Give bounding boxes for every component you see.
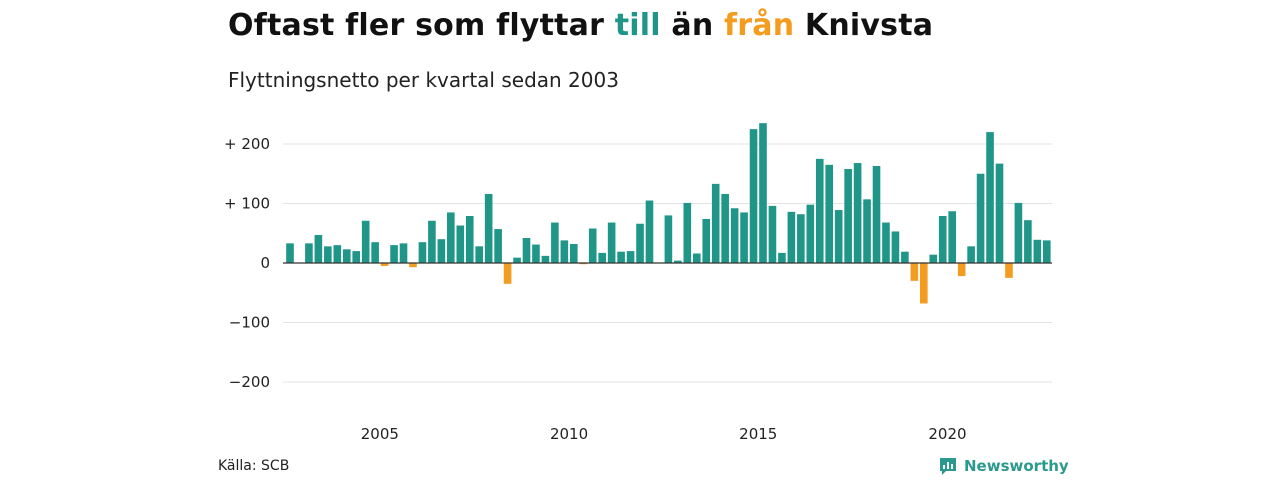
bar: [494, 229, 502, 263]
bar: [361, 220, 370, 263]
bar: [806, 204, 815, 263]
bar: [541, 255, 550, 263]
newsworthy-logo-icon: [940, 458, 956, 475]
bar: [465, 215, 474, 263]
bar: [778, 252, 786, 263]
y-tick-label: 0: [260, 254, 270, 272]
bar: [920, 263, 928, 304]
bar: [882, 222, 890, 263]
title-till: till: [614, 8, 661, 43]
title-text: Knivsta: [794, 8, 934, 43]
chart-title: Oftast fler som flyttar till än från Kni…: [228, 8, 933, 43]
bar: [333, 245, 342, 263]
bar: [484, 193, 493, 263]
bar: [844, 168, 852, 263]
bar: [380, 263, 389, 266]
bar: [1005, 263, 1013, 278]
bar: [976, 173, 985, 263]
bar: [938, 215, 947, 263]
bar: [342, 249, 351, 263]
bar: [418, 242, 427, 263]
bar: [390, 245, 398, 263]
bar: [456, 225, 465, 263]
bar: [1024, 220, 1032, 263]
bar: [815, 158, 824, 263]
bar: [513, 257, 521, 263]
bar: [986, 132, 994, 263]
bar: [721, 193, 729, 263]
bar: [768, 205, 777, 263]
bar: [787, 211, 796, 263]
bar: [872, 166, 881, 263]
brand-logo: Newsworthy: [938, 456, 1069, 476]
bar: [598, 252, 606, 263]
source-label: Källa: SCB: [218, 458, 290, 474]
bar: [626, 251, 635, 263]
x-tick-label: 2020: [928, 425, 966, 443]
bar: [1014, 202, 1023, 263]
bar: [617, 251, 625, 263]
y-tick-label: + 100: [224, 195, 270, 213]
bar: [834, 210, 843, 263]
bar: [711, 183, 720, 263]
bar: [607, 222, 616, 263]
title-text: Oftast fler som flyttar: [228, 8, 615, 43]
bar: [674, 260, 682, 263]
title-fran: från: [724, 8, 795, 43]
bar: [797, 214, 805, 263]
chart-subtitle: Flyttningsnetto per kvartal sedan 2003: [228, 68, 619, 92]
bar: [428, 220, 436, 263]
bar: [730, 208, 739, 263]
bar: [437, 239, 446, 263]
bar: [409, 263, 417, 268]
bar: [588, 228, 597, 263]
bar: [995, 163, 1004, 263]
bar: [957, 263, 966, 277]
bar: [636, 223, 644, 263]
bar: [532, 244, 540, 263]
y-tick-label: −100: [229, 314, 270, 332]
bar: [664, 215, 673, 263]
bar: [929, 254, 938, 263]
bar: [645, 200, 654, 263]
title-text: än: [660, 8, 725, 43]
bar: [551, 222, 559, 263]
bar: [901, 251, 909, 263]
bar: [371, 242, 379, 263]
bar: [475, 246, 483, 263]
bar: [503, 263, 512, 284]
brand-name: Newsworthy: [964, 457, 1069, 475]
bar: [305, 243, 313, 263]
bar-chart: + 200 + 100 0 −100 −200 2005 2010 2015 2020: [224, 123, 1052, 443]
bar: [749, 129, 758, 263]
bar: [286, 243, 294, 263]
bar: [522, 238, 531, 263]
bar: [1033, 239, 1042, 263]
bar: [853, 163, 862, 263]
bar: [324, 246, 332, 263]
bar: [570, 243, 578, 263]
bar: [759, 123, 767, 263]
bar: [863, 199, 871, 263]
bar: [314, 235, 323, 263]
bar: [967, 246, 975, 263]
x-tick-label: 2010: [550, 425, 588, 443]
bar: [948, 211, 956, 263]
bar: [560, 240, 569, 263]
bar: [702, 218, 711, 263]
x-tick-label: 2015: [739, 425, 777, 443]
bar: [447, 212, 455, 263]
y-tick-label: + 200: [224, 135, 270, 153]
bar: [891, 231, 900, 263]
x-tick-label: 2005: [361, 425, 399, 443]
y-tick-label: −200: [229, 373, 270, 391]
bar: [399, 243, 408, 263]
bar: [692, 253, 701, 263]
bar: [352, 251, 361, 263]
bar: [825, 164, 834, 263]
bar: [740, 212, 748, 263]
bar: [683, 202, 692, 263]
bar: [910, 263, 919, 281]
bar: [1043, 240, 1051, 263]
